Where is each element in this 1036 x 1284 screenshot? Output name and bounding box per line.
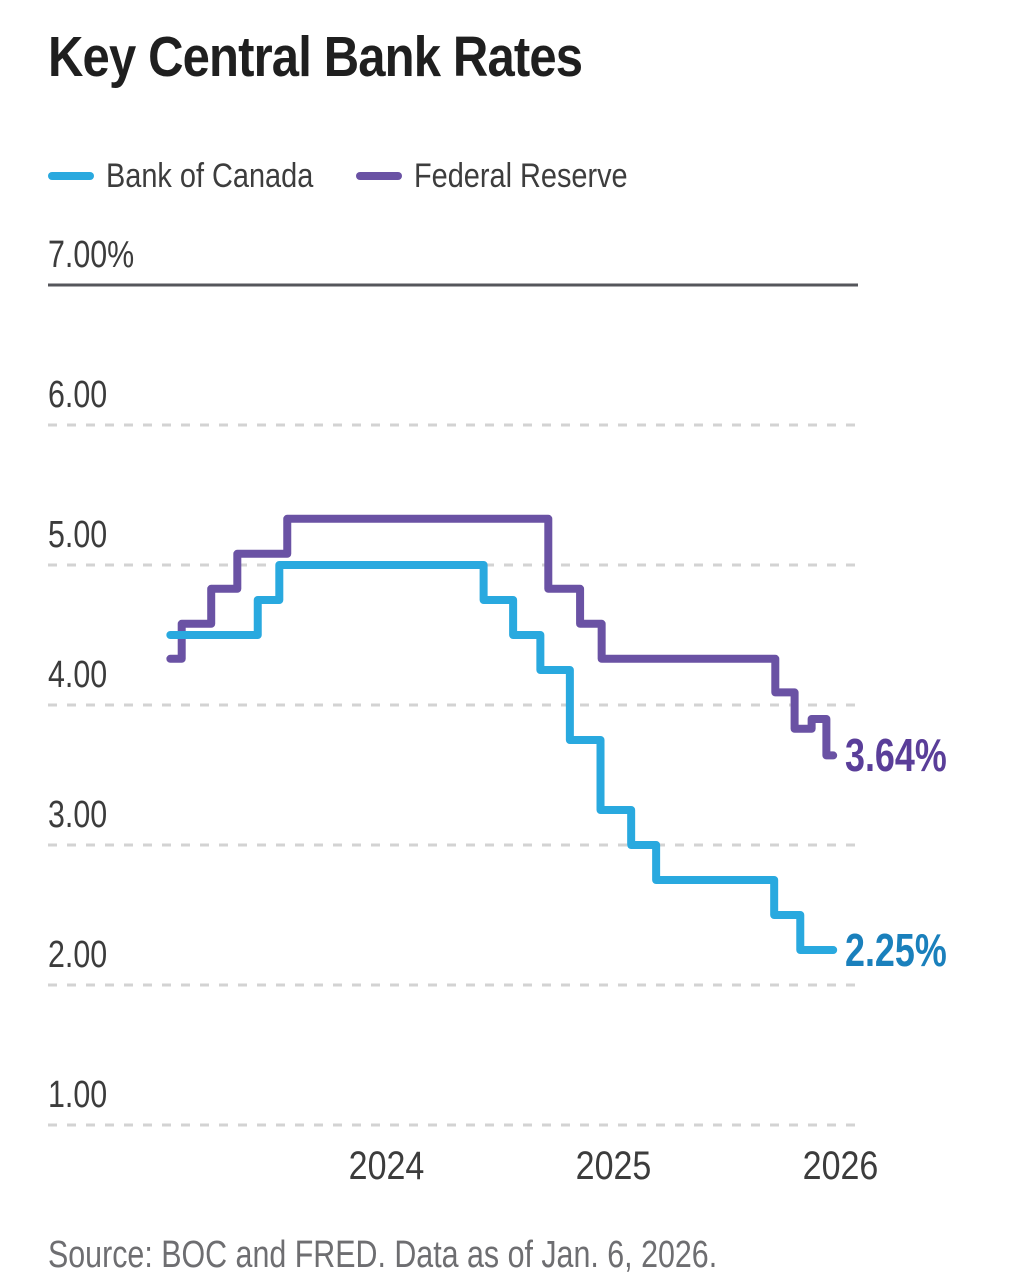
y-axis-label: 3.00 (48, 794, 108, 836)
end-label-federal-reserve: 3.64% (845, 729, 947, 782)
y-axis-label: 1.00 (48, 1074, 108, 1116)
y-axis-label: 2.00 (48, 934, 108, 976)
legend-item-federal-reserve: Federal Reserve (356, 156, 665, 196)
source-note: Source: BOC and FRED. Data as of Jan. 6,… (48, 1232, 884, 1278)
x-axis-label: 2025 (575, 1144, 651, 1188)
series-line-federal-reserve (166, 514, 838, 760)
legend-swatch (356, 172, 402, 180)
x-axis-label: 2024 (348, 1144, 424, 1188)
y-axis-label: 6.00 (48, 374, 108, 416)
y-axis-label: 7.00% (48, 234, 135, 276)
chart-title-text: Key Central Bank Rates (48, 25, 583, 89)
legend-label: Bank of Canada (106, 157, 314, 195)
legend-item-bank-of-canada: Bank of Canada (48, 156, 350, 196)
legend-label: Federal Reserve (414, 157, 628, 195)
legend-swatch (48, 172, 94, 180)
x-axis-label: 2026 (802, 1144, 878, 1188)
y-axis-label: 4.00 (48, 654, 108, 696)
chart-title: Key Central Bank Rates (48, 25, 669, 89)
series-line-bank-of-canada (166, 561, 838, 954)
y-axis-label: 5.00 (48, 514, 108, 556)
end-label-bank-of-canada: 2.25% (845, 924, 947, 976)
source-note-text: Source: BOC and FRED. Data as of Jan. 6,… (48, 1234, 718, 1276)
